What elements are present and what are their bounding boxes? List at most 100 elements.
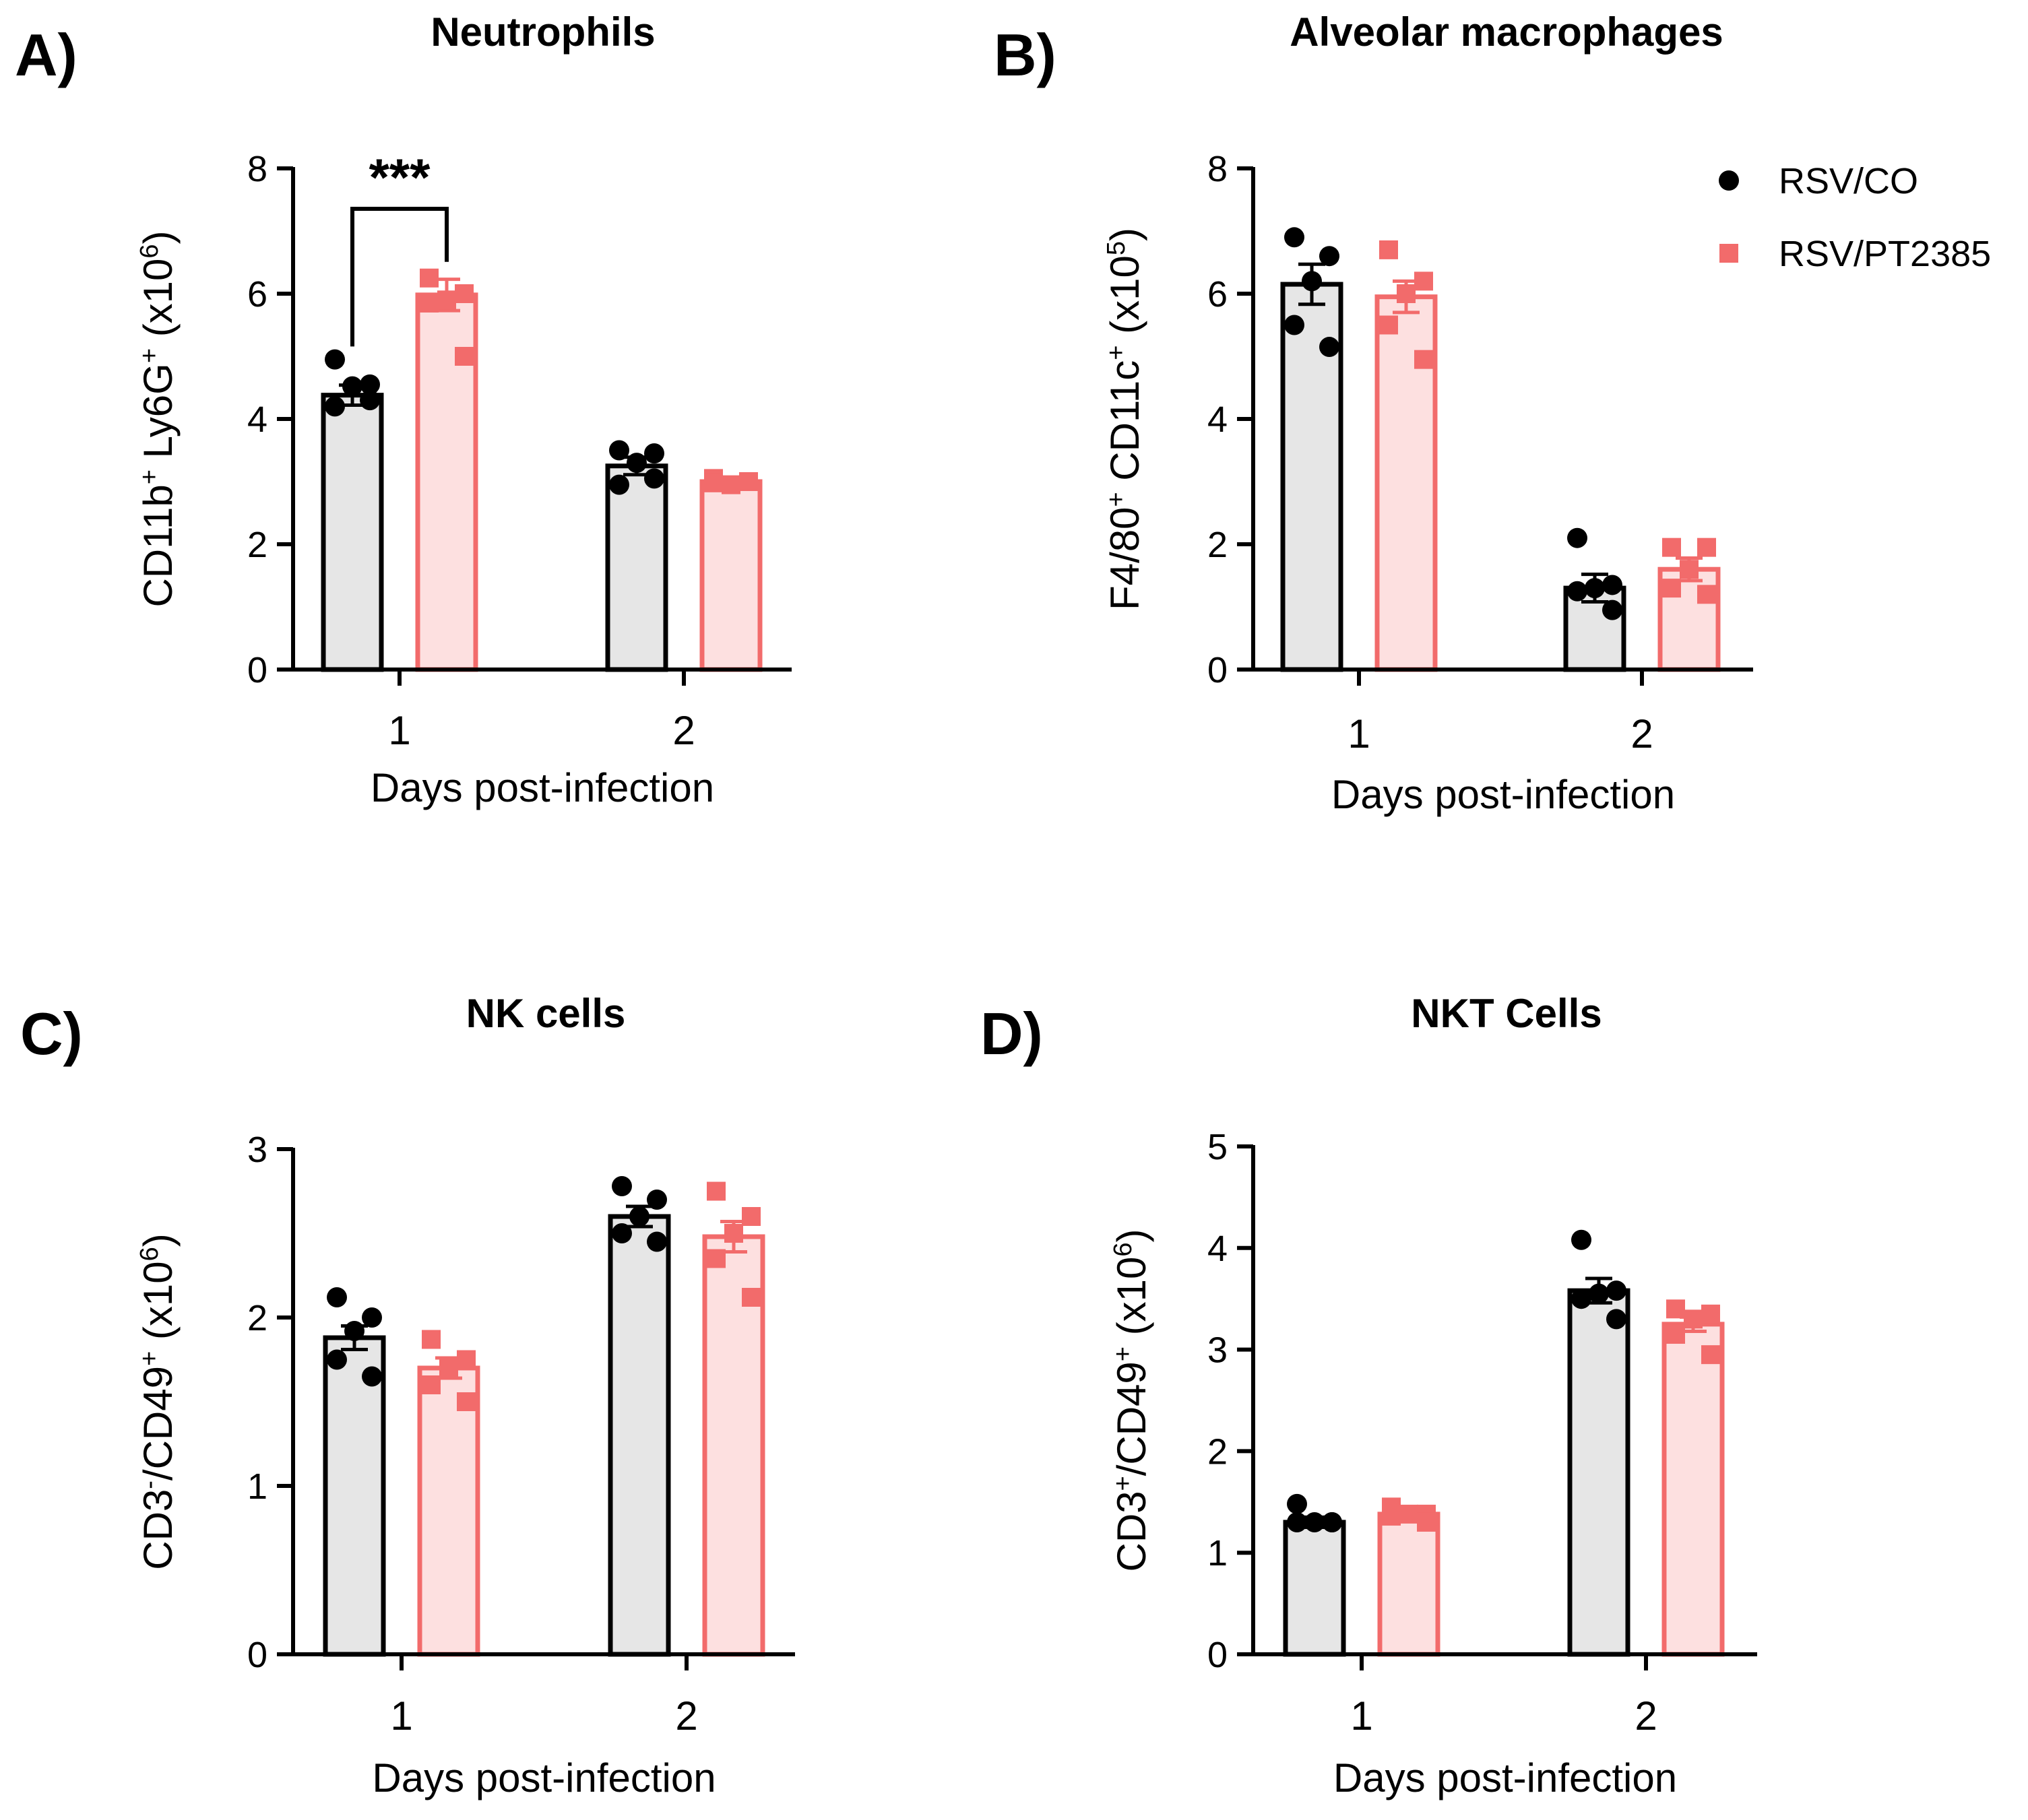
data-point — [1662, 538, 1681, 557]
x-tick-label: 1 — [388, 708, 410, 753]
data-point — [1701, 1345, 1720, 1365]
data-point — [327, 1349, 347, 1370]
x-tick-label: 1 — [390, 1693, 412, 1738]
y-tick-label: 1 — [247, 1466, 267, 1507]
panel-title: NKT Cells — [1411, 991, 1602, 1036]
y-tick-label: 0 — [247, 1635, 267, 1675]
data-point — [420, 293, 439, 313]
bar — [1661, 1322, 1725, 1657]
data-point — [1304, 1512, 1325, 1532]
data-point — [1589, 1283, 1609, 1304]
data-point — [1606, 1280, 1626, 1301]
data-point — [742, 1207, 761, 1226]
data-point — [742, 1288, 761, 1307]
y-tick-label: 0 — [1207, 650, 1228, 690]
bar — [321, 393, 384, 672]
data-point — [1414, 271, 1433, 291]
bar — [1377, 1512, 1440, 1657]
bar — [1567, 1288, 1630, 1657]
data-point — [647, 1190, 667, 1210]
panel-4: D) NKT Cells 0 1 2 3 4 5 1 2 Days post-infection CD… — [980, 991, 1757, 1800]
data-point — [1666, 1299, 1685, 1319]
y-axis-label: CD3-/CD49+ (x106) — [135, 1233, 181, 1569]
data-point — [1666, 1324, 1685, 1344]
data-point — [1701, 1304, 1720, 1324]
y-tick-label: 4 — [1207, 399, 1228, 440]
data-point — [1585, 578, 1605, 599]
data-point — [344, 1321, 365, 1341]
data-point — [420, 268, 439, 288]
y-tick-label: 4 — [247, 399, 267, 440]
y-tick-label: 8 — [1207, 149, 1228, 189]
data-point — [1302, 271, 1322, 292]
data-point — [1284, 227, 1304, 248]
data-point — [644, 468, 664, 489]
legend-marker — [1719, 170, 1739, 191]
data-point — [455, 347, 474, 366]
data-point — [627, 453, 647, 474]
legend-label: RSV/PT2385 — [1779, 234, 1991, 274]
data-point — [1567, 527, 1587, 548]
panel-letter: D) — [980, 1000, 1043, 1067]
data-point — [1602, 575, 1622, 595]
y-axis-label: CD11b+ Ly6G+ (x106) — [135, 230, 181, 607]
data-point — [1287, 1512, 1307, 1532]
data-point — [1606, 1309, 1626, 1330]
data-point — [739, 472, 758, 491]
y-tick-label: 2 — [247, 1298, 267, 1338]
data-point — [455, 284, 474, 303]
data-point — [457, 1392, 476, 1411]
data-point — [360, 374, 380, 395]
data-point — [1382, 1506, 1401, 1526]
data-point — [325, 349, 345, 370]
y-tick-label: 5 — [1207, 1127, 1228, 1167]
data-point — [1397, 284, 1416, 303]
y-tick-label: 1 — [1207, 1533, 1228, 1573]
panel-title: Neutrophils — [431, 9, 655, 55]
y-tick-label: 6 — [1207, 274, 1228, 315]
x-tick-label: 2 — [672, 708, 695, 753]
legend-label: RSV/CO — [1779, 161, 1918, 201]
bar — [323, 1335, 386, 1657]
data-point — [707, 1249, 726, 1268]
x-axis-label: Days post-infection — [1331, 772, 1675, 817]
data-point — [647, 1231, 667, 1252]
data-point — [362, 1307, 382, 1328]
panel-letter: A) — [15, 22, 77, 88]
data-point — [362, 1366, 382, 1387]
bar — [417, 1365, 480, 1657]
panel-letter: C) — [20, 1000, 83, 1067]
legend: RSV/CO RSV/PT2385 — [1719, 161, 1991, 274]
data-point — [439, 1359, 458, 1377]
data-point — [1322, 1512, 1342, 1532]
data-point — [1697, 585, 1716, 604]
data-point — [1567, 581, 1587, 602]
bar — [605, 463, 668, 672]
data-point — [1571, 1289, 1591, 1309]
y-axis-label: CD3+/CD49+ (x106) — [1109, 1229, 1154, 1571]
panel-title: NK cells — [466, 991, 626, 1036]
x-axis-label: Days post-infection — [372, 1755, 716, 1800]
data-point — [342, 376, 362, 397]
panel-3: C) NK cells 0 1 2 3 1 2 Days post-infection CD3-/… — [20, 991, 795, 1800]
data-point — [437, 290, 456, 310]
data-point — [327, 1287, 347, 1307]
data-point — [457, 1350, 476, 1369]
legend-marker — [1719, 244, 1738, 263]
data-point — [1319, 337, 1339, 358]
panel-letter: B) — [994, 22, 1056, 88]
y-tick-label: 8 — [247, 149, 267, 189]
panel-1: A) Neutrophils 0 2 4 6 8 1 2 Days post-infection C… — [15, 9, 792, 810]
x-tick-label: 2 — [675, 1693, 697, 1738]
data-point — [325, 396, 345, 417]
panel-title: Alveolar macrophages — [1290, 9, 1723, 55]
data-point — [722, 475, 740, 494]
y-tick-label: 6 — [247, 274, 267, 315]
data-point — [1287, 1493, 1307, 1514]
bar — [699, 479, 763, 672]
data-point — [629, 1206, 649, 1227]
data-point — [609, 440, 629, 461]
data-point — [1571, 1229, 1591, 1250]
data-point — [422, 1330, 441, 1349]
